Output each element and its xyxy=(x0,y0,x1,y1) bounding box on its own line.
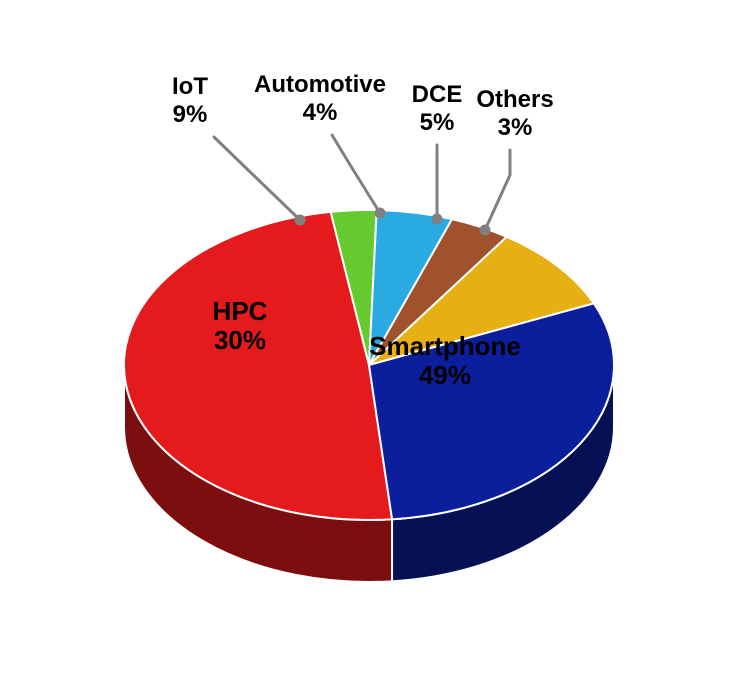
pie-chart-3d: Smartphone 49%Others 3%DCE 5%Automotive … xyxy=(0,0,738,679)
callout-dot-automotive xyxy=(375,208,386,219)
callout-dot-others xyxy=(480,225,491,236)
callout-line-others xyxy=(485,150,510,230)
callout-dot-iot xyxy=(295,215,306,226)
slice-label-smartphone: Smartphone 49% xyxy=(325,332,565,392)
callout-line-iot xyxy=(214,137,300,220)
slice-label-iot: IoT 9% xyxy=(70,73,310,128)
callout-line-automotive xyxy=(332,135,380,213)
slice-label-hpc: HPC 30% xyxy=(120,297,360,357)
callout-dot-dce xyxy=(432,214,443,225)
